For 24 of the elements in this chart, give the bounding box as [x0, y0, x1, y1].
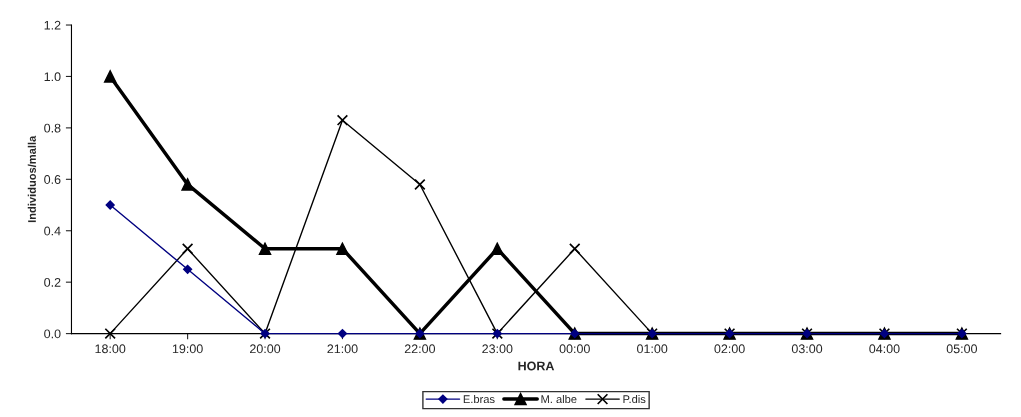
y-tick-label: 0.4: [44, 226, 61, 236]
x-tick-label: 20:00: [250, 344, 281, 354]
y-tick-label: 0.8: [44, 123, 61, 133]
legend-label: P.dis: [623, 394, 646, 404]
y-tick-label: 1.0: [44, 72, 61, 82]
x-tick-label: 21:00: [327, 344, 358, 354]
y-tick-label: 1.2: [44, 20, 61, 30]
x-tick-label: 00:00: [559, 344, 590, 354]
y-tick-label: 0.0: [44, 329, 61, 339]
x-axis-title: HORA: [518, 361, 555, 371]
legend-label: E.bras: [463, 394, 495, 404]
x-tick-label: 22:00: [404, 344, 436, 354]
x-tick-label: 23:00: [482, 344, 513, 354]
x-tick-label: 18:00: [95, 344, 126, 354]
legend-label: M. albe: [541, 394, 577, 404]
x-tick-label: 19:00: [172, 344, 203, 354]
y-axis-title: Individuos/malla: [27, 135, 37, 223]
x-tick-label: 04:00: [869, 344, 900, 354]
x-tick-label: 02:00: [714, 344, 745, 354]
y-tick-label: 0.6: [44, 175, 61, 184]
x-tick-label: 03:00: [791, 344, 823, 354]
y-tick-label: 0.2: [44, 277, 61, 287]
x-tick-label: 01:00: [637, 344, 668, 354]
x-tick-label: 05:00: [946, 344, 978, 354]
